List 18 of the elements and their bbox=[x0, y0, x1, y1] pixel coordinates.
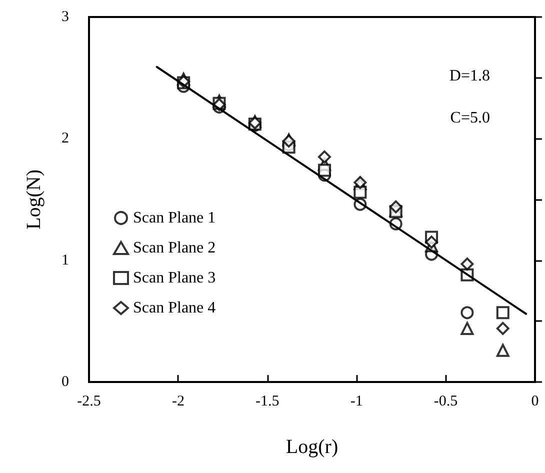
legend-label: Scan Plane 4 bbox=[133, 300, 216, 316]
y-tick-label: 1 bbox=[62, 252, 69, 268]
y-tick-label: 0 bbox=[62, 374, 69, 390]
annotation: C=5.0 bbox=[450, 110, 490, 126]
x-axis-title: Log(r) bbox=[286, 436, 338, 458]
y-tick-label: 3 bbox=[62, 9, 69, 25]
x-tick-label: 0 bbox=[531, 394, 539, 410]
x-tick-label: -2.5 bbox=[77, 394, 101, 410]
annotation: D=1.8 bbox=[449, 68, 490, 84]
x-tick-label: -0.5 bbox=[434, 394, 458, 410]
x-tick-label: -1.5 bbox=[256, 394, 280, 410]
x-tick-label: -2 bbox=[172, 394, 184, 410]
x-tick-label: -1 bbox=[350, 394, 363, 410]
legend-label: Scan Plane 3 bbox=[133, 270, 216, 286]
legend-label: Scan Plane 1 bbox=[133, 210, 216, 226]
y-axis-title: Log(N) bbox=[23, 170, 45, 230]
legend-label: Scan Plane 2 bbox=[133, 240, 216, 256]
y-tick-label: 2 bbox=[62, 130, 69, 147]
